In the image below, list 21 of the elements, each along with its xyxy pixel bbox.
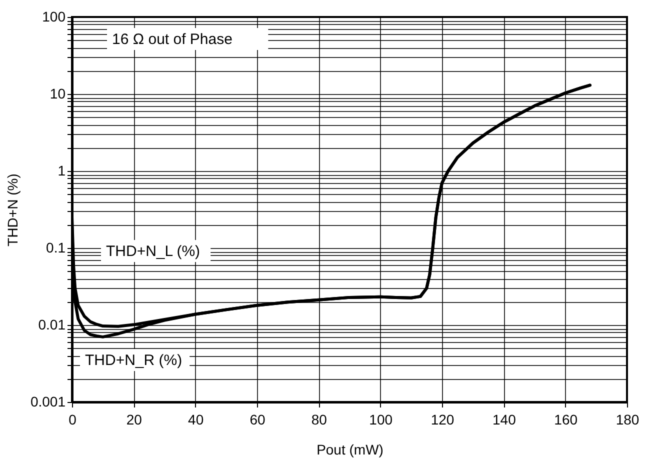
x-tick-label: 0 — [68, 412, 77, 428]
y-tick-label: 0.1 — [46, 240, 66, 256]
x-tick-label: 80 — [311, 412, 328, 428]
x-tick-label: 60 — [250, 412, 266, 428]
x-axis-title: Pout (mW) — [316, 442, 384, 458]
y-tick-label: 0.001 — [30, 394, 66, 410]
y-tick-label: 100 — [42, 8, 66, 24]
annotation: 16 Ω out of Phase — [112, 31, 232, 48]
x-tick-label: 40 — [188, 412, 204, 428]
x-tick-label: 180 — [616, 412, 640, 428]
annotation: THD+N_R (%) — [85, 352, 182, 369]
y-tick-label: 0.01 — [38, 316, 66, 332]
y-tick-label: 10 — [50, 86, 66, 102]
y-axis-title: THD+N (%) — [4, 174, 20, 246]
y-tick-label: 1 — [58, 162, 66, 178]
annotation: THD+N_L (%) — [106, 243, 200, 260]
x-tick-label: 120 — [430, 412, 454, 428]
x-tick-label: 140 — [492, 412, 516, 428]
x-tick-label: 100 — [369, 412, 393, 428]
x-tick-label: 20 — [126, 412, 142, 428]
x-tick-label: 160 — [554, 412, 578, 428]
